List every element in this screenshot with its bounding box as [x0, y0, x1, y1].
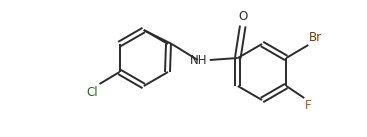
Text: O: O: [238, 10, 247, 23]
Text: NH: NH: [190, 55, 208, 68]
Text: F: F: [305, 99, 312, 112]
Text: Br: Br: [309, 31, 322, 44]
Text: Cl: Cl: [86, 86, 98, 99]
